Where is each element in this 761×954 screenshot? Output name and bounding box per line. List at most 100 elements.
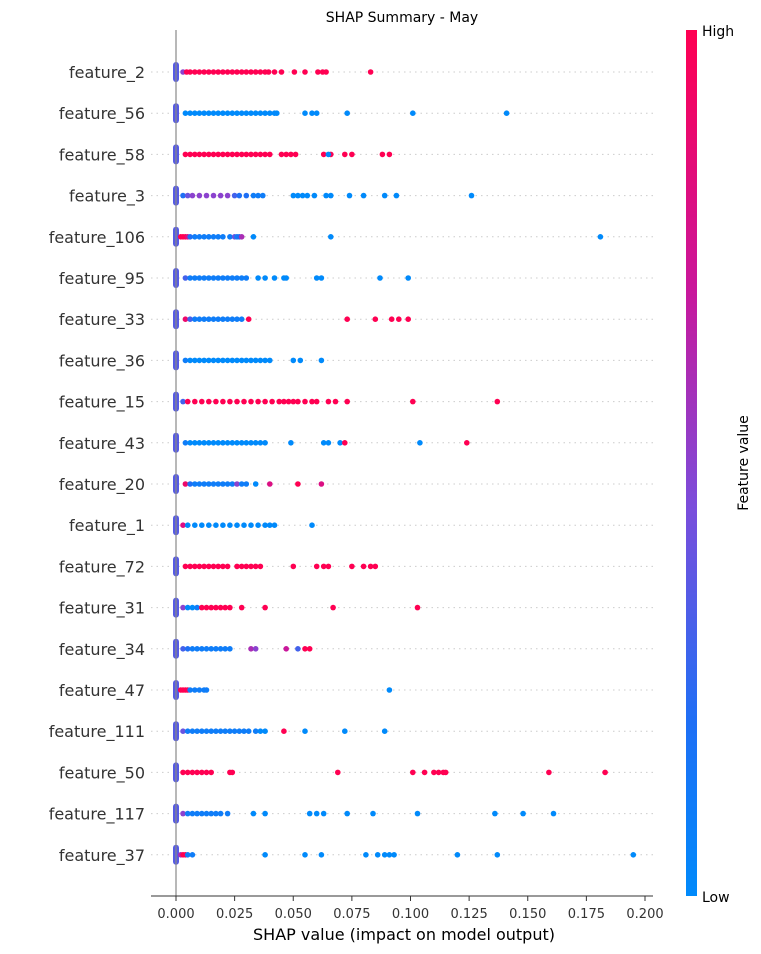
shap-point — [184, 728, 191, 734]
shap-point — [201, 357, 207, 364]
shap-point — [210, 563, 217, 570]
feature-label: feature_95 — [59, 269, 145, 289]
shap-point — [189, 192, 196, 199]
shap-point — [206, 69, 212, 75]
shap-point — [229, 275, 236, 281]
feature-label: feature_58 — [59, 145, 145, 165]
shap-point — [255, 192, 261, 199]
shap-point — [187, 234, 193, 240]
shap-point — [238, 316, 245, 323]
shap-point — [236, 192, 243, 199]
shap-point — [201, 440, 207, 446]
shap-point — [224, 316, 231, 323]
shap-point — [192, 481, 198, 487]
shap-point — [196, 440, 203, 446]
shap-point — [180, 728, 186, 734]
shap-point — [217, 728, 224, 734]
shap-point — [381, 192, 388, 199]
shap-point — [243, 151, 250, 158]
shap-point — [257, 357, 264, 364]
shap-point — [234, 440, 240, 446]
shap-point — [309, 522, 315, 528]
shap-point — [199, 810, 205, 817]
shap-point — [248, 151, 254, 158]
shap-point — [208, 728, 214, 734]
shap-point — [252, 110, 259, 116]
shap-point — [224, 440, 231, 446]
shap-point — [320, 151, 327, 158]
shap-point — [325, 151, 332, 158]
shap-point — [313, 810, 320, 817]
shap-point — [206, 440, 212, 446]
shap-point — [234, 69, 240, 75]
shap-point — [386, 151, 393, 158]
shap-point — [248, 646, 254, 652]
shap-point — [328, 234, 334, 240]
shap-point — [208, 646, 214, 652]
shap-point — [302, 852, 308, 858]
shap-point — [328, 192, 334, 199]
shap-point — [199, 604, 205, 611]
shap-point — [248, 440, 254, 446]
shap-point — [180, 769, 186, 776]
shap-point — [245, 728, 252, 734]
shap-point — [386, 852, 393, 858]
shap-point — [184, 604, 191, 611]
feature-labels: feature_2 feature_56 feature_58 feature_3fe… — [49, 63, 145, 866]
feature-label: feature_47 — [59, 681, 145, 701]
shap-point — [243, 192, 250, 199]
shap-point — [323, 192, 329, 199]
shap-point — [234, 481, 240, 487]
feature-label: feature_3 — [69, 187, 145, 207]
shap-point — [283, 151, 290, 158]
feature-label: feature_31 — [59, 599, 145, 619]
shap-point — [220, 69, 226, 75]
data-points — [173, 62, 637, 865]
shap-point — [229, 110, 236, 116]
shap-point — [315, 69, 321, 75]
shap-point — [421, 769, 428, 776]
shap-point — [220, 316, 226, 323]
shap-point — [267, 151, 273, 158]
shap-point — [360, 192, 367, 199]
shap-point — [182, 275, 189, 281]
shap-point — [234, 398, 240, 405]
shap-point — [206, 398, 212, 405]
shap-point — [278, 69, 285, 75]
shap-point — [313, 398, 320, 405]
shap-point — [184, 769, 191, 776]
shap-point — [180, 604, 186, 611]
shap-point — [215, 316, 221, 323]
shap-point — [271, 69, 278, 75]
shap-point — [234, 110, 240, 116]
shap-point — [335, 769, 341, 776]
shap-point — [257, 563, 264, 570]
shap-point — [318, 275, 325, 281]
shap-point — [290, 563, 297, 570]
x-tick-label: 0.125 — [451, 907, 488, 922]
shap-point — [262, 810, 268, 817]
shap-point — [201, 563, 207, 570]
shap-point — [199, 398, 205, 405]
shap-point — [229, 440, 236, 446]
shap-point — [285, 398, 292, 405]
shap-point — [206, 151, 212, 158]
shap-point — [196, 481, 203, 487]
shap-point — [220, 563, 226, 570]
shap-point — [224, 481, 231, 487]
shap-point — [210, 192, 217, 199]
shap-point — [290, 357, 297, 364]
shap-point — [396, 316, 402, 323]
shap-point — [208, 604, 214, 611]
colorbar-title: Feature value — [736, 415, 752, 511]
shap-point — [344, 110, 351, 116]
shap-point — [386, 687, 393, 693]
shap-point — [210, 275, 217, 281]
shap-point — [267, 357, 273, 364]
shap-point — [220, 398, 226, 405]
x-tick-label: 0.025 — [216, 907, 253, 922]
shap-point — [252, 728, 259, 734]
shap-point — [189, 646, 196, 652]
shap-point — [220, 357, 226, 364]
shap-point — [220, 151, 226, 158]
